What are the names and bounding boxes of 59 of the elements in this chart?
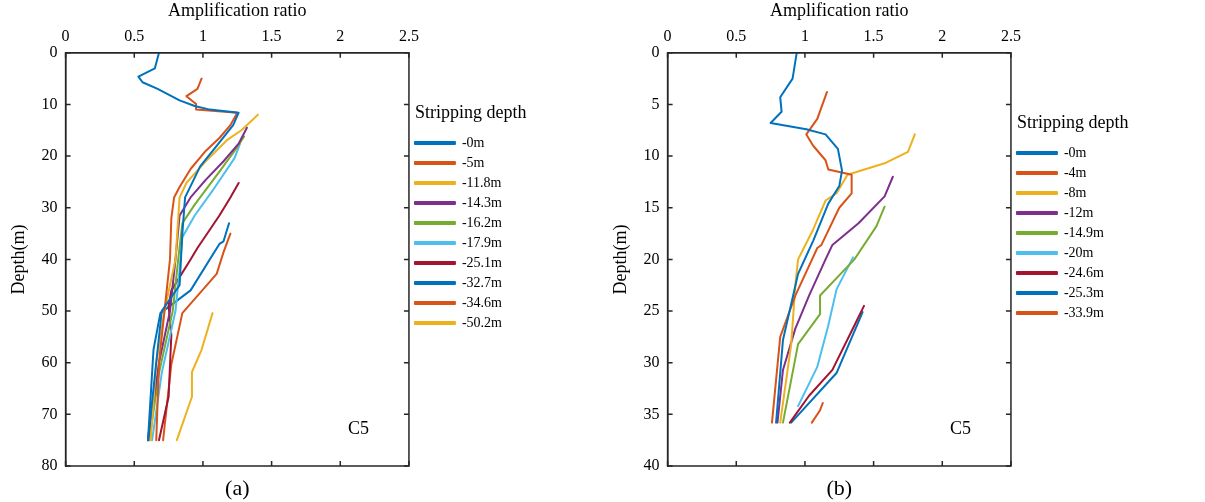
x-tick-label: 2.5	[398, 27, 419, 45]
y-tick-label: 40	[643, 456, 660, 474]
y-tick-label: 0	[49, 43, 58, 60]
y-tick-label: 70	[41, 404, 58, 422]
legend-label: -14.9m	[1063, 224, 1105, 240]
x-axis-title: Amplification ratio	[770, 0, 909, 20]
x-tick-label: 2	[938, 27, 947, 45]
legend-title: Stripping depth	[414, 101, 527, 122]
legend-label: -5m	[461, 154, 485, 170]
x-tick-label: 0	[663, 27, 672, 45]
legend-label: -8m	[1063, 184, 1087, 200]
legend-label: -14.3m	[461, 194, 503, 210]
x-tick-label: 0	[61, 27, 70, 45]
x-tick-label: 1.5	[261, 27, 282, 45]
legend-label: -24.6m	[1063, 264, 1105, 280]
legend-label: -20m	[1063, 244, 1094, 260]
legend-title: Stripping depth	[1016, 111, 1129, 132]
y-tick-label: 20	[41, 146, 58, 164]
legend-label: -33.9m	[1063, 304, 1105, 320]
legend-label: -11.8m	[461, 174, 502, 190]
legend-label: -0m	[1063, 144, 1087, 160]
y-tick-label: 25	[643, 301, 660, 319]
y-tick-label: 30	[643, 352, 660, 370]
legend-label: -34.6m	[461, 294, 503, 310]
x-tick-label: 1	[198, 27, 207, 45]
legend-label: -50.2m	[461, 314, 503, 330]
x-tick-label: 1	[800, 27, 809, 45]
y-tick-label: 0	[651, 43, 660, 60]
y-tick-label: 5	[651, 94, 660, 112]
legend-label: -25.3m	[1063, 284, 1105, 300]
x-tick-label: 0.5	[124, 27, 145, 45]
annotation: C5	[347, 417, 369, 438]
y-tick-label: 20	[643, 249, 660, 267]
legend-label: -0m	[461, 134, 485, 150]
x-tick-label: 0.5	[726, 27, 747, 45]
y-tick-label: 50	[41, 301, 58, 319]
annotation: C5	[949, 417, 971, 438]
legend-label: -4m	[1063, 164, 1087, 180]
x-tick-label: 1.5	[863, 27, 884, 45]
x-tick-label: 2.5	[1000, 27, 1021, 45]
text: (a)	[225, 474, 250, 500]
x-axis-title: Amplification ratio	[168, 0, 307, 20]
y-axis-title: Depth(m)	[609, 224, 631, 295]
y-tick-label: 80	[41, 456, 58, 474]
legend-label: -12m	[1063, 204, 1094, 220]
x-tick-label: 2	[336, 27, 345, 45]
legend-label: -32.7m	[461, 274, 503, 290]
y-tick-label: 10	[643, 146, 660, 164]
text: (b)	[826, 474, 853, 500]
y-tick-label: 60	[41, 352, 58, 370]
y-axis-title: Depth(m)	[7, 224, 29, 295]
legend-label: -16.2m	[461, 214, 503, 230]
y-tick-label: 10	[41, 94, 58, 112]
legend-label: -17.9m	[461, 234, 503, 250]
y-tick-label: 40	[41, 249, 58, 267]
y-tick-label: 35	[643, 404, 660, 422]
legend-label: -25.1m	[461, 254, 503, 270]
y-tick-label: 15	[643, 197, 660, 215]
y-tick-label: 30	[41, 197, 58, 215]
